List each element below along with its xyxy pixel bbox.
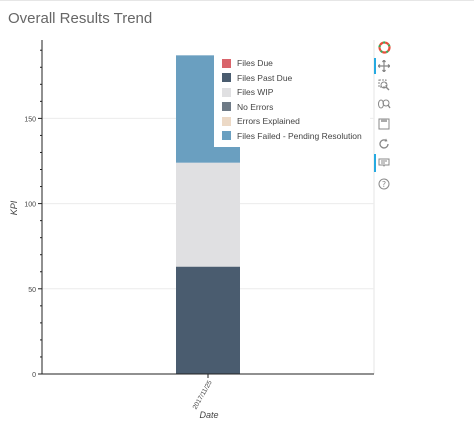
active-tool-indicator [374, 58, 376, 74]
y-axis-label: KPI [9, 200, 19, 215]
help-icon[interactable]: ? [377, 177, 391, 191]
legend-label: Files Failed - Pending Resolution [237, 130, 362, 141]
pan-icon[interactable] [377, 59, 391, 73]
box-zoom-icon[interactable] [377, 78, 391, 92]
wheel-zoom-icon[interactable] [377, 97, 391, 111]
chart-toolbar: ? [374, 40, 394, 200]
legend-item[interactable]: Files WIP [222, 85, 370, 100]
legend-label: Files Due [237, 58, 273, 69]
legend-swatch [222, 87, 231, 97]
legend-item[interactable]: Files Failed - Pending Resolution [222, 129, 370, 144]
bars-layer [176, 55, 240, 374]
legend-swatch [222, 73, 231, 83]
x-axis-label: Date [199, 410, 218, 420]
y-tick-label: 100 [24, 202, 36, 209]
active-tool-indicator [374, 154, 376, 172]
legend-item[interactable]: Errors Explained [222, 114, 370, 129]
reset-icon[interactable] [377, 137, 391, 151]
legend-swatch [222, 116, 231, 126]
save-icon[interactable] [377, 117, 391, 131]
y-tick-label: 150 [24, 116, 36, 123]
legend-label: Files WIP [237, 87, 274, 98]
chart-legend: Files Due Files Past Due Files WIP No Error… [214, 52, 370, 147]
bar-segment [176, 162, 240, 267]
legend-swatch [222, 102, 231, 112]
legend-swatch [222, 131, 231, 141]
hover-icon[interactable] [377, 156, 391, 170]
bokeh-logo-icon[interactable] [377, 40, 391, 54]
svg-text:?: ? [382, 180, 386, 189]
legend-item[interactable]: Files Due [222, 56, 370, 71]
x-tick-label: 2017/11/25 [192, 379, 214, 411]
legend-label: No Errors [237, 101, 274, 112]
legend-item[interactable]: No Errors [222, 100, 370, 115]
legend-label: Errors Explained [237, 116, 300, 127]
legend-label: Files Past Due [237, 72, 293, 83]
legend-item[interactable]: Files Past Due [222, 71, 370, 86]
top-divider [0, 0, 474, 1]
panel-title: Overall Results Trend [8, 10, 153, 27]
y-tick-label: 50 [28, 287, 36, 294]
y-tick-label: 0 [32, 372, 36, 379]
bar-segment [176, 266, 240, 374]
legend-swatch [222, 58, 231, 68]
